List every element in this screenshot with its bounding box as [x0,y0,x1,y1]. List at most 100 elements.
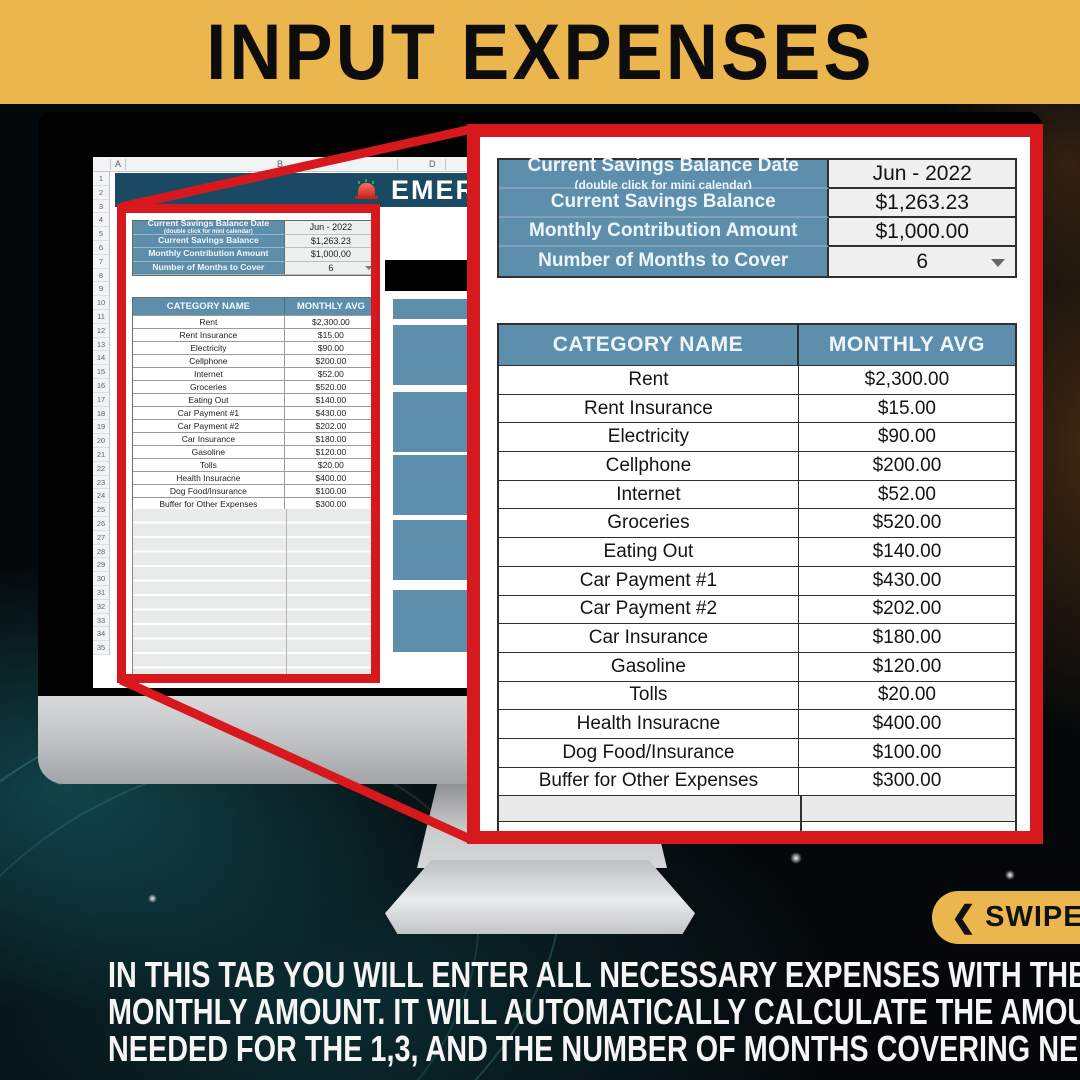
row-number: 22 [93,462,109,476]
mini-settings-label: Current Savings Balance Date (double cli… [133,218,285,235]
mini-expense-row: Rent Insurance $15.00 [133,328,377,341]
category-cell[interactable]: Rent Insurance [499,393,799,423]
mini-amount-cell: $20.00 [284,458,377,471]
category-cell[interactable]: Groceries [499,508,799,538]
settings-value-cell[interactable]: 6 [829,247,1015,276]
amount-cell[interactable]: $90.00 [798,422,1015,451]
mini-expense-row: Health Insuracne $400.00 [133,471,377,484]
amount-cell[interactable]: $100.00 [798,737,1015,767]
category-cell[interactable]: Internet [499,479,799,509]
amount-cell[interactable]: $120.00 [798,651,1015,681]
amount-cell[interactable]: $15.00 [798,393,1015,423]
glow-dot [1005,870,1015,880]
chevron-left-icon: ❮ [951,900,977,934]
settings-label: Monthly Contribution Amount [499,218,830,247]
mini-settings-row: Monthly Contribution Amount $1,000.00 [133,248,377,262]
row-number: 21 [93,448,109,462]
mini-settings-label: Current Savings Balance [133,234,285,248]
category-cell[interactable]: Car Insurance [499,623,799,652]
mini-expense-row: Internet $52.00 [133,367,377,380]
category-cell[interactable]: Dog Food/Insurance [499,737,799,767]
row-number: 18 [93,407,109,421]
mini-category-cell: Rent Insurance [133,328,285,341]
dropdown-arrow-icon[interactable] [991,258,1005,267]
category-cell[interactable]: Electricity [499,422,799,452]
mini-category-cell: Car Insurance [133,432,285,445]
expense-table-header: CATEGORY NAME MONTHLY AVG [499,325,1015,365]
expense-row: Eating Out $140.00 [499,537,1015,566]
mini-category-cell: Eating Out [133,393,285,406]
mini-amount-cell: $140.00 [284,393,377,406]
mini-amount-cell: $52.00 [284,367,377,380]
mini-category-header: CATEGORY NAME [133,298,285,315]
amount-cell[interactable]: $52.00 [798,479,1015,509]
row-number: 33 [93,614,109,628]
row-number: 11 [93,310,109,324]
row-number: 29 [93,558,109,573]
expense-row: Buffer for Other Expenses $300.00 [499,766,1015,796]
category-cell[interactable]: Car Payment #1 [499,565,799,595]
settings-row: Number of Months to Cover 6 [499,247,1015,276]
mini-settings-row: Current Savings Balance $1,263.23 [133,234,377,248]
expense-row: Rent $2,300.00 [499,365,1015,394]
highlight-box [117,204,380,683]
amount-cell[interactable]: $180.00 [798,623,1015,652]
category-cell[interactable]: Gasoline [499,651,799,681]
expense-row: Groceries $520.00 [499,508,1015,538]
mini-category-cell: Electricity [133,341,285,354]
amount-cell[interactable]: $400.00 [798,709,1015,738]
category-cell[interactable]: Health Insuracne [499,709,799,738]
expense-row: Car Payment #1 $430.00 [499,565,1015,595]
mini-expense-row: Rent $2,300.00 [133,315,377,328]
empty-row[interactable] [499,821,1015,831]
amount-cell[interactable]: $140.00 [798,537,1015,566]
expense-row: Health Insuracne $400.00 [499,709,1015,738]
mini-settings-value: $1,263.23 [284,234,377,248]
category-cell[interactable]: Rent [499,365,799,394]
amount-cell[interactable]: $520.00 [798,508,1015,537]
category-cell[interactable]: Buffer for Other Expenses [499,766,799,796]
category-header: CATEGORY NAME [499,325,799,365]
amount-cell[interactable]: $300.00 [798,766,1015,796]
mini-category-cell: Tolls [133,458,285,471]
mini-expense-row: Gasoline $120.00 [133,445,377,458]
amount-cell[interactable]: $430.00 [798,565,1015,595]
mini-expense-row: Dog Food/Insurance $100.00 [133,484,377,497]
expense-row: Car Insurance $180.00 [499,623,1015,652]
mini-settings-value: Jun - 2022 [284,221,377,235]
mini-expense-row: Tolls $20.00 [133,458,377,471]
category-cell[interactable]: Car Payment #2 [499,594,799,624]
expense-row: Rent Insurance $15.00 [499,393,1015,423]
mini-expense-rows: Rent $2,300.00 Rent Insurance $15.00 Ele… [133,315,377,510]
category-cell[interactable]: Eating Out [499,537,799,566]
settings-value-cell[interactable]: $1,263.23 [829,189,1015,218]
row-number: 10 [93,296,109,310]
amount-cell[interactable]: $200.00 [798,451,1015,480]
mini-expense-row: Car Payment #2 $202.00 [133,419,377,432]
amount-cell[interactable]: $20.00 [798,680,1015,710]
mini-settings-value: 6 [284,261,377,275]
swipe-button[interactable]: ❮ SWIPE [932,891,1080,944]
mini-category-cell: Gasoline [133,445,285,458]
row-number: 15 [93,365,109,379]
mini-category-cell: Dog Food/Insurance [133,484,285,497]
amount-cell[interactable]: $202.00 [798,594,1015,624]
expense-row: Cellphone $200.00 [499,451,1015,480]
mini-amount-cell: $430.00 [284,406,377,419]
mini-expense-row: Electricity $90.00 [133,341,377,354]
caption-text: IN THIS TAB YOU WILL ENTER ALL NECESSARY… [0,956,1080,1067]
row-number: 24 [93,489,109,504]
caption-line: IN THIS TAB YOU WILL ENTER ALL NECESSARY… [108,954,1080,995]
category-cell[interactable]: Cellphone [499,451,799,480]
category-cell[interactable]: Tolls [499,680,799,710]
settings-value-cell[interactable]: Jun - 2022 [829,160,1015,189]
settings-row: Current Savings Balance $1,263.23 [499,189,1015,218]
settings-label: Number of Months to Cover [499,247,830,276]
empty-row[interactable] [499,795,1015,822]
mini-expense-row: Buffer for Other Expenses $300.00 [133,497,377,510]
mini-avg-header: MONTHLY AVG [296,301,365,312]
row-number: 13 [93,338,109,352]
row-number: 6 [93,241,109,255]
settings-value-cell[interactable]: $1,000.00 [829,218,1015,247]
amount-cell[interactable]: $2,300.00 [798,365,1015,394]
